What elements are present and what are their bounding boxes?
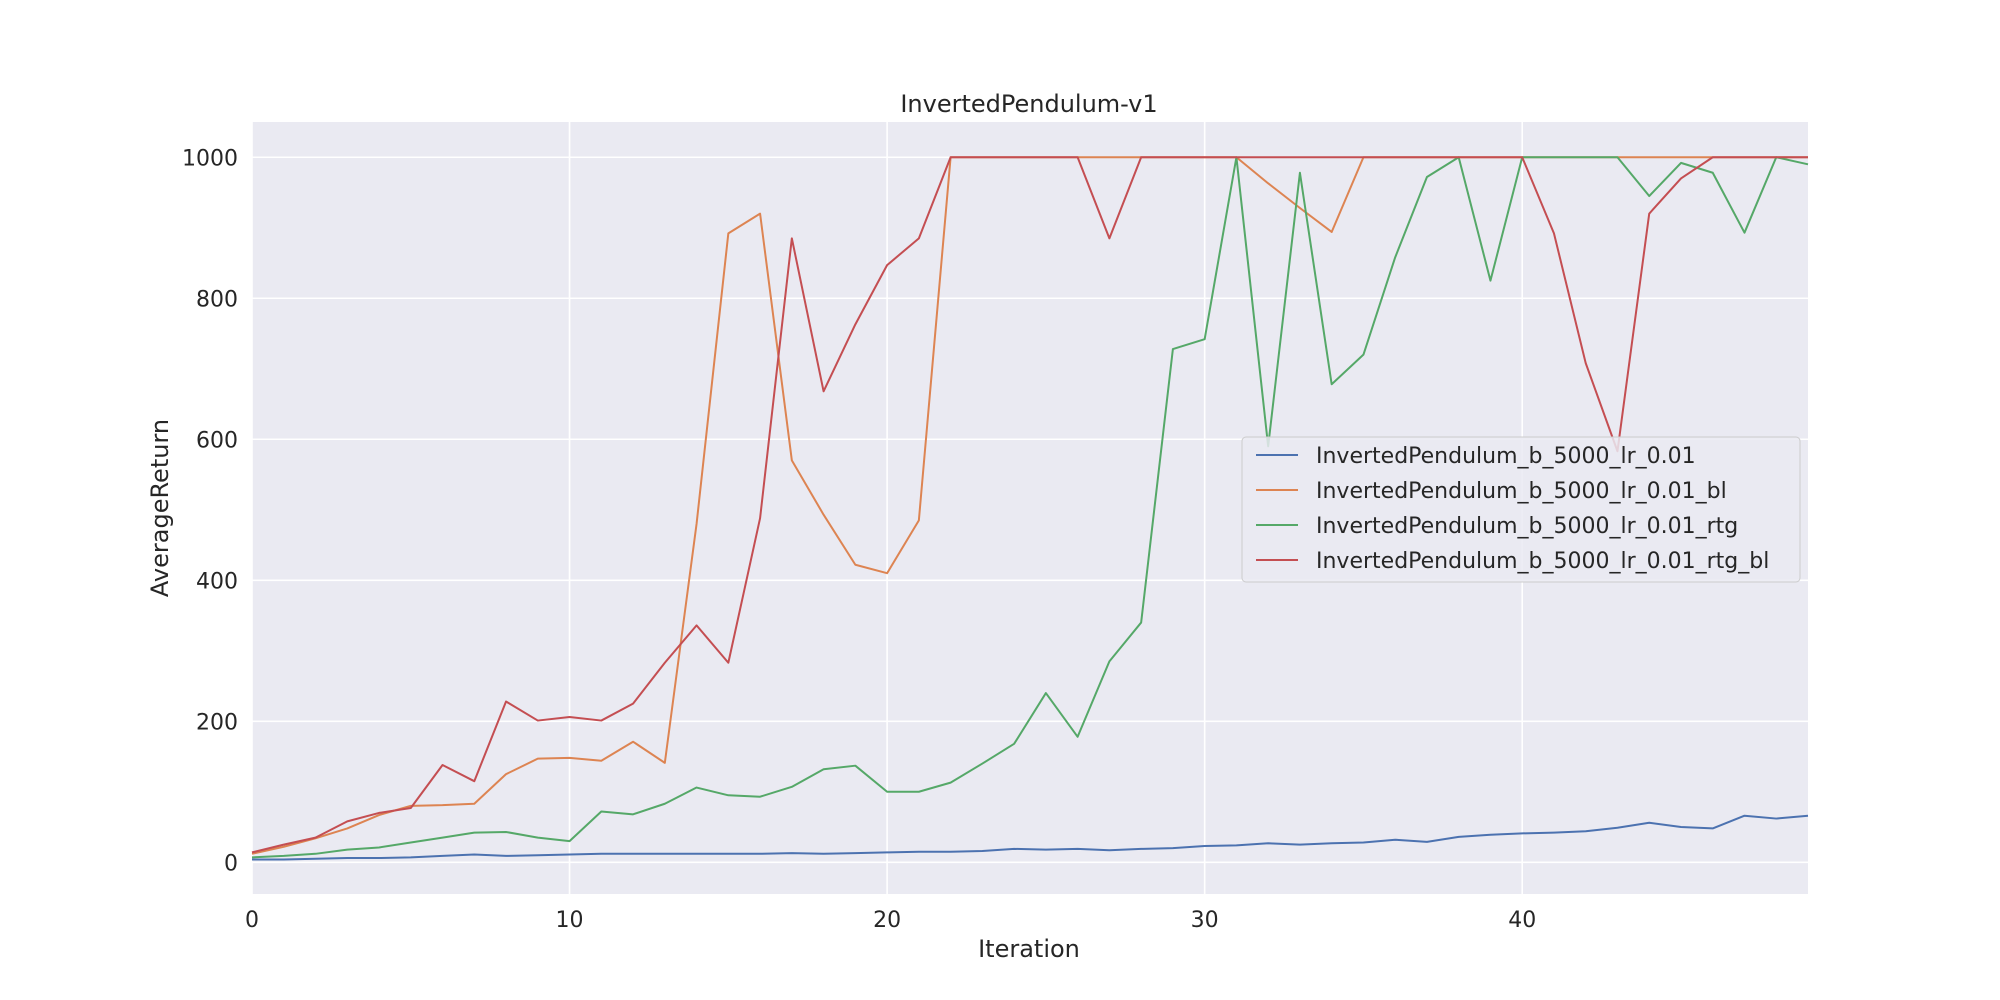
chart-title: InvertedPendulum-v1 bbox=[900, 90, 1157, 118]
legend-label: InvertedPendulum_b_5000_lr_0.01_rtg bbox=[1316, 514, 1738, 539]
y-axis-label: AverageReturn bbox=[146, 419, 174, 597]
legend-label: InvertedPendulum_b_5000_lr_0.01_rtg_bl bbox=[1316, 549, 1769, 574]
x-tick-label: 0 bbox=[245, 908, 259, 933]
x-axis-label: Iteration bbox=[978, 935, 1080, 963]
legend: InvertedPendulum_b_5000_lr_0.01 InvertedP… bbox=[1241, 436, 1801, 583]
x-axis-ticks: 0 10 20 30 40 bbox=[245, 908, 1536, 933]
x-tick-label: 20 bbox=[873, 908, 901, 933]
x-tick-label: 30 bbox=[1191, 908, 1219, 933]
legend-box bbox=[1241, 436, 1801, 583]
legend-label: InvertedPendulum_b_5000_lr_0.01_bl bbox=[1316, 479, 1727, 504]
x-tick-label: 10 bbox=[556, 908, 584, 933]
series-line-4 bbox=[251, 156, 1808, 854]
series-line-1 bbox=[252, 814, 1809, 861]
y-tick-label: 800 bbox=[196, 287, 238, 312]
y-tick-label: 0 bbox=[224, 851, 238, 876]
legend-label: InvertedPendulum_b_5000_lr_0.01 bbox=[1316, 444, 1696, 469]
series-lines bbox=[251, 156, 1809, 861]
x-tick-label: 40 bbox=[1508, 908, 1536, 933]
y-tick-label: 200 bbox=[196, 710, 238, 735]
y-axis-ticks: 0 200 400 600 800 1000 bbox=[182, 146, 238, 876]
y-tick-label: 1000 bbox=[182, 146, 238, 171]
y-tick-label: 400 bbox=[196, 569, 238, 594]
series-line-3 bbox=[251, 156, 1809, 859]
y-tick-label: 600 bbox=[196, 428, 238, 453]
